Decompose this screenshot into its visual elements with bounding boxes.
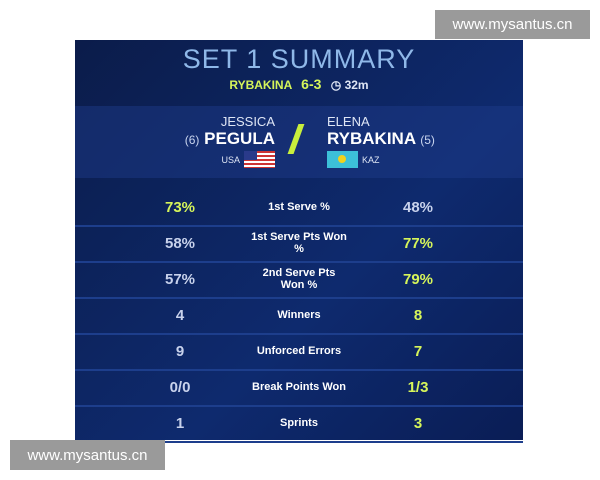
watermark: www.mysantus.cn: [435, 10, 590, 39]
player-right: ELENA RYBAKINA (5) KAZ: [327, 114, 487, 168]
stat-label: 1st Serve Pts Won %: [251, 231, 347, 255]
left-value: 1: [175, 414, 185, 432]
first-name: ELENA: [327, 114, 370, 129]
right-value: 8: [413, 306, 423, 324]
slash-divider: [287, 124, 305, 154]
clock-icon: ◷: [330, 78, 342, 92]
left-value: 57%: [164, 270, 196, 288]
set-winner: RYBAKINA: [229, 78, 292, 92]
stat-label: Winners: [277, 309, 321, 321]
duration: 32m: [344, 78, 369, 92]
stat-label: 2nd Serve Pts Won %: [262, 267, 336, 291]
usa-flag-icon: [244, 151, 275, 168]
seed: (5): [420, 133, 435, 147]
country-code: USA: [221, 154, 240, 165]
set-score-line: RYBAKINA 6-3 ◷ 32m: [75, 76, 523, 92]
last-name: RYBAKINA: [327, 129, 416, 148]
stat-label: Break Points Won: [252, 381, 346, 393]
stat-label: 1st Serve %: [268, 201, 330, 213]
first-name: JESSICA: [220, 114, 275, 129]
player-left: JESSICA (6) PEGULA USA: [115, 114, 275, 168]
stat-label: Sprints: [280, 417, 318, 429]
stat-row: 4 Winners 8: [75, 297, 523, 335]
stat-row: 57% 2nd Serve Pts Won % 79%: [75, 261, 523, 299]
right-value: 77%: [402, 234, 434, 252]
left-value: 4: [175, 306, 185, 324]
left-value: 9: [175, 342, 185, 360]
right-value: 79%: [402, 270, 434, 288]
seed: (6): [184, 133, 200, 147]
stat-row: 58% 1st Serve Pts Won % 77%: [75, 225, 523, 263]
stat-row: 0/0 Break Points Won 1/3: [75, 369, 523, 407]
page-title: SET 1 SUMMARY: [182, 44, 416, 74]
left-value: 73%: [164, 198, 196, 216]
set-summary-panel: SET 1 SUMMARY RYBAKINA 6-3 ◷ 32m JESSICA…: [75, 40, 523, 443]
right-value: 7: [413, 342, 423, 360]
right-value: 48%: [402, 198, 434, 216]
stat-label: Unforced Errors: [256, 345, 342, 357]
right-value: 1/3: [407, 378, 429, 396]
stat-row: 9 Unforced Errors 7: [75, 333, 523, 371]
watermark: www.mysantus.cn: [10, 440, 165, 470]
left-value: 0/0: [169, 378, 191, 396]
left-value: 58%: [164, 234, 196, 252]
stat-row: 1 Sprints 3: [75, 405, 523, 443]
stat-row: 73% 1st Serve % 48%: [75, 189, 523, 227]
last-name: PEGULA: [204, 129, 275, 148]
country-code: KAZ: [362, 154, 380, 165]
set-score: 6-3: [301, 76, 322, 92]
players-band: JESSICA (6) PEGULA USA ELENA RYBAKINA (5…: [75, 106, 523, 178]
right-value: 3: [413, 414, 423, 432]
kaz-flag-icon: [327, 151, 358, 168]
